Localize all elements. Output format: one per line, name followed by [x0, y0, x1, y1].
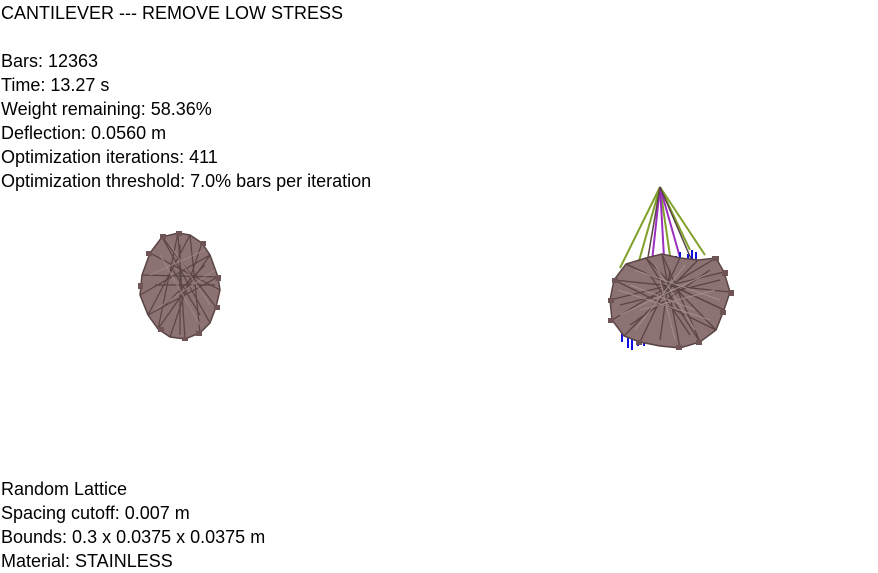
bars-count: Bars: 12363: [1, 51, 99, 71]
spacing-cutoff: Spacing cutoff: 0.007 m: [1, 503, 190, 523]
bounds-readout: Bounds: 0.3 x 0.0375 x 0.0375 m: [1, 527, 266, 547]
threshold-readout: Optimization threshold: 7.0% bars per it…: [1, 171, 372, 191]
iterations-readout: Optimization iterations: 411: [1, 147, 218, 167]
lattice-cluster-end: [138, 231, 221, 341]
lattice-end-view[interactable]: [130, 225, 230, 350]
stats-panel: Bars: 12363 Time: 13.27 s Weight remaini…: [1, 49, 371, 193]
title-text: CANTILEVER --- REMOVE LOW STRESS: [1, 3, 344, 23]
time-readout: Time: 13.27 s: [1, 75, 110, 95]
lattice-cluster-body: [608, 253, 734, 350]
lattice-type: Random Lattice: [1, 479, 128, 499]
lattice-info-panel: Random Lattice Spacing cutoff: 0.007 m B…: [1, 477, 265, 573]
weight-remaining: Weight remaining: 58.36%: [1, 99, 212, 119]
deflection-readout: Deflection: 0.0560 m: [1, 123, 167, 143]
material-readout: Material: STAINLESS: [1, 551, 173, 571]
lattice-perspective-view[interactable]: [600, 180, 750, 360]
